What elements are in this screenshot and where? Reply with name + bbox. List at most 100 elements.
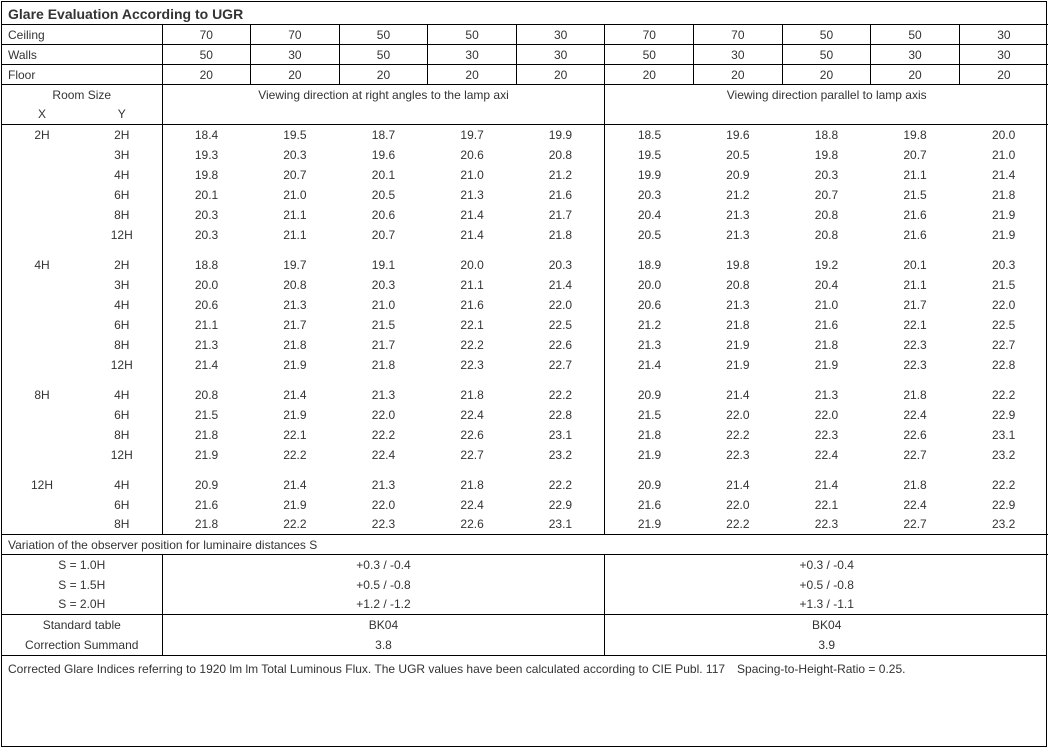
ugr-value-left: 20.9 bbox=[162, 475, 251, 495]
ugr-value-right: 23.1 bbox=[959, 425, 1048, 445]
ugr-value-right: 22.2 bbox=[694, 515, 783, 535]
variation-label: S = 1.0H bbox=[2, 555, 162, 575]
y-value: 12H bbox=[82, 445, 162, 465]
ugr-value-left: 21.9 bbox=[251, 355, 340, 375]
ugr-value-left: 21.8 bbox=[339, 355, 428, 375]
ugr-value-right: 21.9 bbox=[959, 205, 1048, 225]
x-value bbox=[2, 205, 82, 225]
group-spacer bbox=[2, 375, 1048, 385]
ugr-value-left: 21.8 bbox=[162, 515, 251, 535]
x-label: X bbox=[2, 105, 82, 125]
variation-right: +0.5 / -0.8 bbox=[605, 575, 1048, 595]
ugr-value-right: 21.8 bbox=[871, 475, 960, 495]
ugr-value-left: 21.9 bbox=[162, 445, 251, 465]
ugr-value-right: 21.6 bbox=[871, 205, 960, 225]
header-value: 50 bbox=[782, 25, 871, 45]
header-label: Ceiling bbox=[2, 25, 162, 45]
header-row-floor: Floor20202020202020202020 bbox=[2, 65, 1048, 85]
ugr-value-right: 19.8 bbox=[871, 125, 960, 145]
data-row: 6H21.121.721.522.122.521.221.821.622.122… bbox=[2, 315, 1048, 335]
ugr-value-left: 21.3 bbox=[162, 335, 251, 355]
ugr-value-right: 22.2 bbox=[959, 475, 1048, 495]
ugr-value-left: 21.4 bbox=[516, 275, 605, 295]
ugr-value-left: 22.5 bbox=[516, 315, 605, 335]
correction-label: Correction Summand bbox=[2, 635, 162, 655]
ugr-value-right: 20.9 bbox=[605, 385, 694, 405]
ugr-value-right: 18.5 bbox=[605, 125, 694, 145]
ugr-value-right: 19.8 bbox=[694, 255, 783, 275]
ugr-value-right: 23.2 bbox=[959, 445, 1048, 465]
ugr-value-right: 20.3 bbox=[959, 255, 1048, 275]
group-spacer bbox=[2, 245, 1048, 255]
ugr-value-left: 19.1 bbox=[339, 255, 428, 275]
variation-title-row: Variation of the observer position for l… bbox=[2, 535, 1048, 555]
header-row-ceiling: Ceiling70705050307070505030 bbox=[2, 25, 1048, 45]
ugr-value-left: 22.1 bbox=[428, 315, 517, 335]
y-value: 4H bbox=[82, 385, 162, 405]
ugr-value-left: 21.3 bbox=[251, 295, 340, 315]
ugr-value-left: 19.7 bbox=[428, 125, 517, 145]
header-value: 20 bbox=[694, 65, 783, 85]
ugr-value-right: 20.0 bbox=[959, 125, 1048, 145]
ugr-value-left: 20.6 bbox=[162, 295, 251, 315]
data-row: 8H21.321.821.722.222.621.321.921.822.322… bbox=[2, 335, 1048, 355]
ugr-value-left: 22.6 bbox=[428, 515, 517, 535]
data-row: 12H4H20.921.421.321.822.220.921.421.421.… bbox=[2, 475, 1048, 495]
ugr-value-left: 22.4 bbox=[428, 405, 517, 425]
ugr-value-left: 22.2 bbox=[339, 425, 428, 445]
ugr-value-left: 20.0 bbox=[162, 275, 251, 295]
ugr-table: Ceiling70705050307070505030Walls50305030… bbox=[2, 24, 1048, 655]
ugr-value-right: 19.9 bbox=[605, 165, 694, 185]
y-value: 8H bbox=[82, 205, 162, 225]
data-row: 4H20.621.321.021.622.020.621.321.021.722… bbox=[2, 295, 1048, 315]
y-value: 2H bbox=[82, 255, 162, 275]
data-row: 8H20.321.120.621.421.720.421.320.821.621… bbox=[2, 205, 1048, 225]
x-value: 12H bbox=[2, 475, 82, 495]
ugr-value-left: 22.4 bbox=[339, 445, 428, 465]
ugr-value-right: 21.9 bbox=[605, 445, 694, 465]
data-row: 3H20.020.820.321.121.420.020.820.421.121… bbox=[2, 275, 1048, 295]
ugr-value-right: 22.1 bbox=[782, 495, 871, 515]
ugr-value-right: 21.1 bbox=[871, 275, 960, 295]
header-value: 50 bbox=[782, 45, 871, 65]
y-value: 12H bbox=[82, 355, 162, 375]
x-value bbox=[2, 225, 82, 245]
ugr-value-right: 21.0 bbox=[782, 295, 871, 315]
ugr-value-right: 22.3 bbox=[782, 515, 871, 535]
ugr-value-right: 19.8 bbox=[782, 145, 871, 165]
ugr-value-right: 22.9 bbox=[959, 405, 1048, 425]
header-value: 70 bbox=[162, 25, 251, 45]
header-value: 20 bbox=[339, 65, 428, 85]
ugr-value-left: 20.3 bbox=[162, 205, 251, 225]
ugr-value-right: 20.7 bbox=[782, 185, 871, 205]
ugr-value-right: 22.4 bbox=[782, 445, 871, 465]
ugr-value-right: 19.2 bbox=[782, 255, 871, 275]
standard-table-row: Standard tableBK04BK04 bbox=[2, 615, 1048, 635]
header-value: 30 bbox=[871, 45, 960, 65]
ugr-value-left: 23.2 bbox=[516, 445, 605, 465]
ugr-value-left: 21.6 bbox=[516, 185, 605, 205]
ugr-value-right: 19.5 bbox=[605, 145, 694, 165]
ugr-value-left: 22.7 bbox=[516, 355, 605, 375]
ugr-value-right: 22.3 bbox=[694, 445, 783, 465]
y-value: 6H bbox=[82, 185, 162, 205]
ugr-value-right: 22.7 bbox=[871, 515, 960, 535]
header-value: 50 bbox=[339, 25, 428, 45]
ugr-value-right: 23.2 bbox=[959, 515, 1048, 535]
ugr-value-left: 20.3 bbox=[162, 225, 251, 245]
ugr-value-left: 18.8 bbox=[162, 255, 251, 275]
ugr-value-left: 21.3 bbox=[339, 475, 428, 495]
ugr-value-left: 21.4 bbox=[251, 385, 340, 405]
data-row: 3H19.320.319.620.620.819.520.519.820.721… bbox=[2, 145, 1048, 165]
ugr-value-right: 21.6 bbox=[605, 495, 694, 515]
data-row: 2H2H18.419.518.719.719.918.519.618.819.8… bbox=[2, 125, 1048, 145]
ugr-value-right: 18.9 bbox=[605, 255, 694, 275]
ugr-value-left: 21.7 bbox=[516, 205, 605, 225]
data-row: 6H21.621.922.022.422.921.622.022.122.422… bbox=[2, 495, 1048, 515]
y-value: 6H bbox=[82, 405, 162, 425]
ugr-value-left: 21.1 bbox=[162, 315, 251, 335]
y-value: 3H bbox=[82, 145, 162, 165]
ugr-value-left: 22.6 bbox=[428, 425, 517, 445]
variation-left: +1.2 / -1.2 bbox=[162, 595, 605, 615]
ugr-value-right: 21.9 bbox=[605, 515, 694, 535]
